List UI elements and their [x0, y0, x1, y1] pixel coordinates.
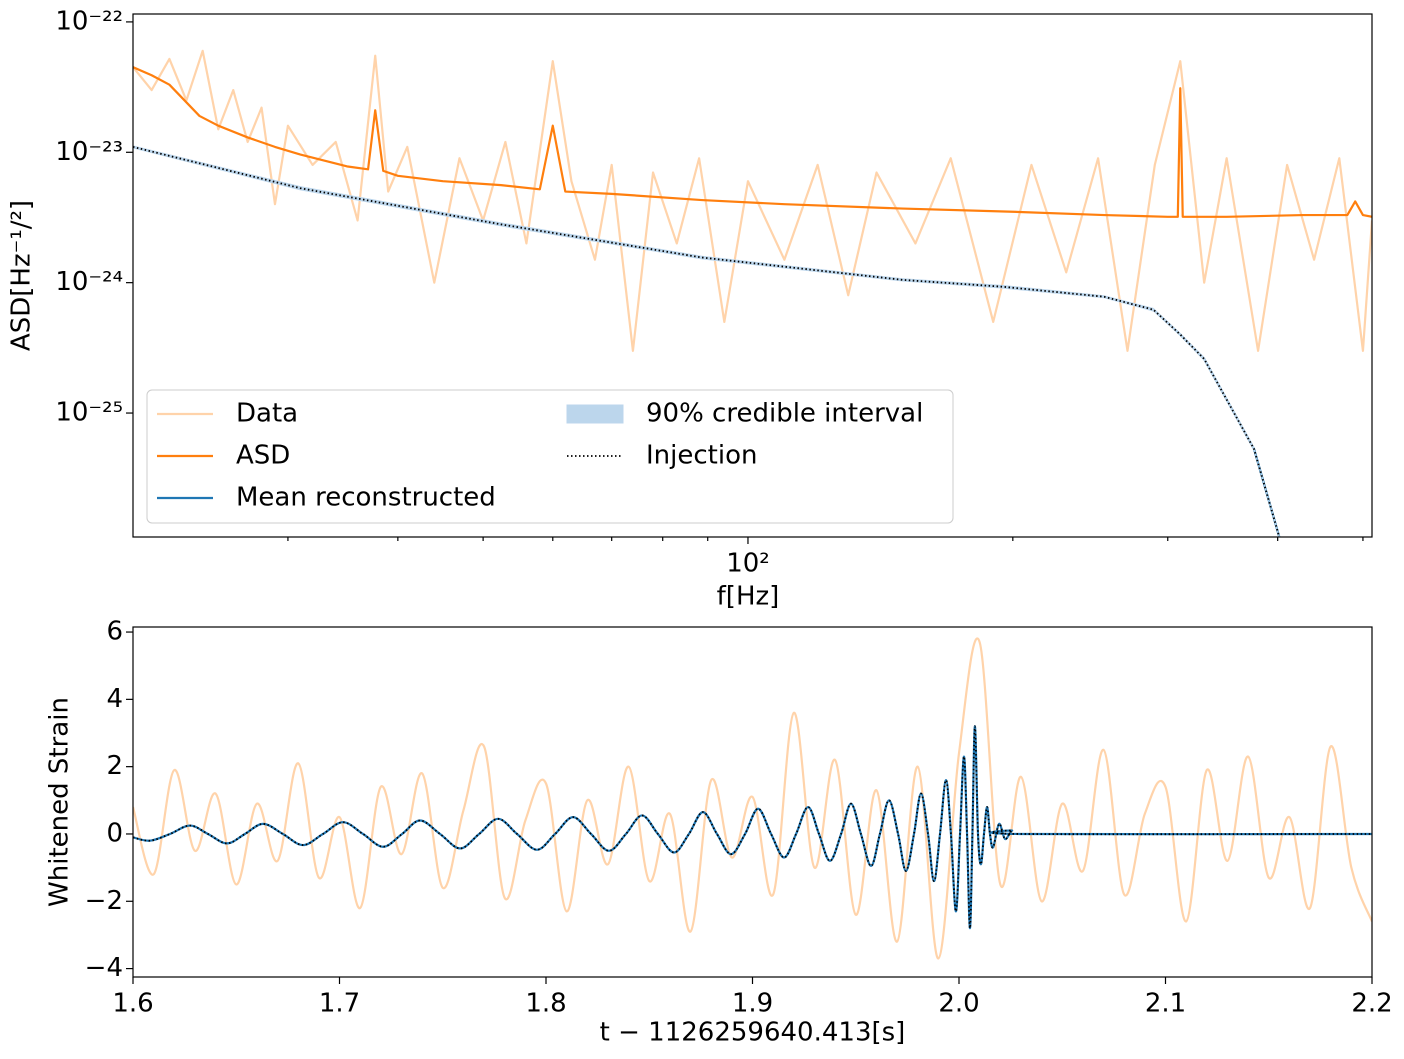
- legend-swatch: [566, 404, 624, 424]
- y-tick-label: 10⁻²⁴: [55, 267, 123, 297]
- y-tick-label: 10⁻²²: [55, 6, 123, 36]
- plot-area: [133, 49, 1372, 537]
- y-tick-label: 10⁻²⁵: [55, 398, 123, 428]
- plot-area: [133, 637, 1372, 960]
- series-line: [133, 66, 1372, 218]
- x-tick-label: 2.1: [1145, 989, 1186, 1019]
- series-line: [133, 49, 1372, 352]
- legend-label: Injection: [646, 441, 757, 471]
- y-tick-label: 6: [106, 617, 123, 647]
- legend-box: [146, 389, 954, 524]
- y-tick-label: 2: [106, 751, 123, 781]
- y-tick-label: 10⁻²³: [55, 137, 123, 167]
- axes-frame: [132, 13, 1373, 538]
- legend: Data ASD Mean reconstructed 90% credible in…: [146, 389, 954, 524]
- x-axis-label: f[Hz]: [717, 582, 780, 612]
- y-tick-label: −2: [85, 886, 123, 916]
- series-line: [133, 725, 1372, 930]
- x-tick-label: 1.7: [319, 989, 360, 1019]
- legend-label: Mean reconstructed: [236, 483, 496, 513]
- legend-label: Data: [236, 399, 298, 429]
- y-axis-label: Whitened Strain: [45, 697, 75, 907]
- x-tick-label: 10²: [726, 549, 770, 579]
- series-line: [133, 637, 1372, 960]
- y-tick-label: 0: [106, 818, 123, 848]
- x-tick-label: 1.9: [732, 989, 773, 1019]
- series-line: [133, 146, 1281, 537]
- series-line: [133, 725, 1372, 930]
- x-tick-label: 2.2: [1351, 989, 1392, 1019]
- x-tick-label: 2.0: [938, 989, 979, 1019]
- axes-frame: [132, 626, 1373, 978]
- subplot: 10² 10⁻²² 10⁻²³ 10⁻²⁴ 10⁻²⁵ f[Hz] ASD[Hz⁻¹/²] D…: [7, 6, 1373, 612]
- x-axis-label: t − 1126259640.413[s]: [600, 1018, 906, 1048]
- y-tick-label: 4: [106, 684, 123, 714]
- y-tick-label: −4: [85, 953, 123, 983]
- x-tick-label: 1.8: [525, 989, 566, 1019]
- legend-label: ASD: [236, 441, 290, 471]
- x-tick-label: 1.6: [112, 989, 153, 1019]
- subplot: 1.6 1.7 1.8 1.9 2.0 2.1 2.2 −4 −2 0 2 4 6 t − 1126259…: [45, 617, 1393, 1048]
- legend-label: 90% credible interval: [646, 399, 923, 429]
- y-axis-label: ASD[Hz⁻¹/²]: [7, 200, 37, 351]
